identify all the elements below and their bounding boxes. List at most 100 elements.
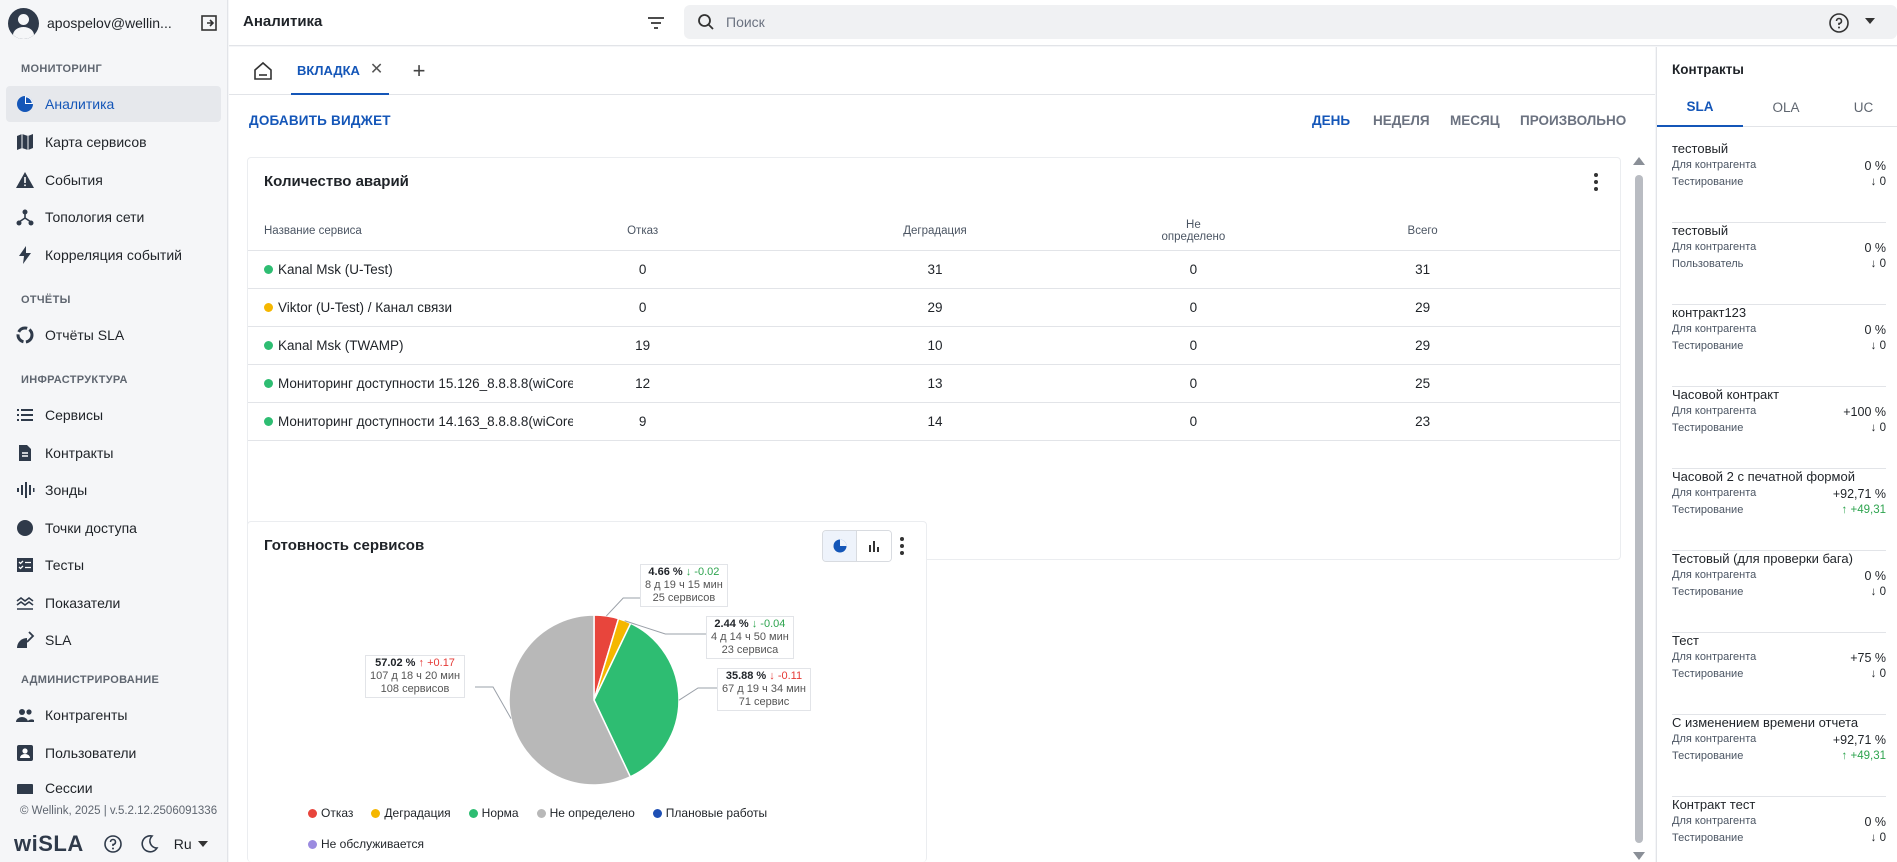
contract-item[interactable]: Часовой 2 с печатной формой Для контраген… [1672, 469, 1886, 551]
home-icon[interactable] [251, 59, 275, 83]
service-name-cell[interactable]: Мониторинг доступности 14.163_8.8.8.8(wi… [248, 401, 577, 441]
metrics-icon [14, 592, 36, 614]
user-name[interactable]: apospelov@wellin... [47, 15, 172, 31]
avatar[interactable] [8, 7, 39, 39]
pie-slice-3[interactable] [508, 614, 632, 786]
search-box[interactable] [684, 5, 1897, 39]
service-name-cell[interactable]: Viktor (U-Test) / Канал связи [248, 287, 577, 326]
sidebar-item-correlation[interactable]: Корреляция событий [6, 237, 221, 273]
scroll-up-icon[interactable] [1633, 157, 1645, 165]
period-custom[interactable]: ПРОИЗВОЛЬНО [1520, 113, 1627, 128]
contract-item[interactable]: тестовый Для контрагента 0 % Пользователь ↓ … [1672, 223, 1886, 305]
period-day[interactable]: ДЕНЬ [1312, 113, 1351, 128]
dark-mode-icon[interactable] [138, 833, 160, 855]
add-tab-icon[interactable]: + [412, 58, 426, 83]
scroll-down-icon[interactable] [1633, 852, 1645, 860]
sidebar-item-probes[interactable]: Зонды [6, 472, 221, 508]
legend-item[interactable]: Не обслуживается [308, 837, 424, 851]
contract-item[interactable]: С изменением времени отчета Для контраген… [1672, 715, 1886, 797]
service-name[interactable]: Мониторинг доступности 15.126_8.8.8.8(wi… [278, 375, 573, 391]
language-select[interactable]: Ru [174, 836, 208, 852]
table-row[interactable]: Kanal Msk (TWAMP) 19 10 0 29 [248, 325, 1620, 364]
service-name-cell[interactable]: Kanal Msk (U-Test) [248, 249, 577, 288]
col-header[interactable]: Название сервиса [264, 224, 362, 237]
sidebar-item-contracts[interactable]: Контракты [6, 435, 221, 471]
main-area: ВКЛАДКА ✕ + ДОБАВИТЬ ВИДЖЕТ ДЕНЬ НЕДЕЛЯ … [229, 47, 1655, 862]
service-name[interactable]: Мониторинг доступности 14.163_8.8.8.8(wi… [278, 413, 573, 429]
contract-name[interactable]: тестовый [1672, 223, 1729, 238]
sidebar-item-topology[interactable]: Топология сети [6, 199, 221, 235]
table-row[interactable]: Viktor (U-Test) / Канал связи 0 29 0 29 [248, 287, 1620, 326]
add-widget-button[interactable]: ДОБАВИТЬ ВИДЖЕТ [249, 113, 391, 128]
help-icon[interactable] [102, 833, 124, 855]
service-name-cell[interactable]: Kanal Msk (TWAMP) [248, 325, 577, 364]
contract-name[interactable]: Тестовый (для проверки бага) [1672, 551, 1853, 566]
tab-ola[interactable]: OLA [1772, 99, 1800, 115]
sidebar-item-sla[interactable]: SLA [6, 622, 221, 658]
legend-item[interactable]: Отказ [308, 806, 353, 820]
tab-vkladka[interactable]: ВКЛАДКА ✕ [291, 47, 390, 95]
contract-item[interactable]: Тест Для контрагента +75 % Тестирование ↓ 0 [1672, 633, 1886, 715]
sidebar-item-label: Топология сети [45, 209, 145, 225]
contract-item[interactable]: контракт123 Для контрагента 0 % Тестировани… [1672, 305, 1886, 387]
sidebar-item-tests[interactable]: Тесты [6, 547, 221, 583]
period-month[interactable]: МЕСЯЦ [1450, 113, 1500, 128]
sidebar-item-sla-reports[interactable]: Отчёты SLA [6, 317, 221, 353]
contract-item[interactable]: Контракт тест Для контрагента 0 % Тестирова… [1672, 797, 1886, 862]
sidebar-item-access-points[interactable]: Точки доступа [6, 510, 221, 546]
col-header[interactable]: Деградация [903, 224, 967, 237]
contract-item[interactable]: Часовой контракт Для контрагента +100 % Тес… [1672, 387, 1886, 469]
close-icon[interactable]: ✕ [369, 61, 384, 78]
scrollbar[interactable] [1633, 155, 1645, 862]
legend-item[interactable]: Плановые работы [652, 806, 767, 820]
section-title-infrastructure: ИНФРАСТРУКТУРА [21, 374, 128, 386]
more-vert-icon[interactable] [892, 534, 912, 558]
sidebar-item-analytics[interactable]: Аналитика [6, 86, 221, 122]
sidebar-item-sessions[interactable]: Сессии [6, 772, 221, 794]
filter-icon[interactable] [644, 12, 668, 34]
sidebar-item-users[interactable]: Пользователи [6, 735, 221, 771]
pie-slice-2[interactable] [593, 622, 680, 778]
legend-item[interactable]: Норма [468, 806, 519, 820]
table-row[interactable]: Мониторинг доступности 14.163_8.8.8.8(wi… [248, 401, 1620, 441]
legend-item[interactable]: Не определено [536, 806, 635, 820]
more-vert-icon[interactable] [1586, 170, 1606, 194]
tab-uc[interactable]: UC [1853, 99, 1874, 115]
table-row[interactable]: Kanal Msk (U-Test) 0 31 0 31 [248, 249, 1620, 288]
tab-sla[interactable]: SLA [1657, 87, 1743, 127]
help-icon[interactable] [1827, 11, 1851, 35]
contract-name[interactable]: тестовый [1672, 141, 1729, 156]
pie-view-button[interactable] [823, 531, 857, 561]
contract-name[interactable]: Контракт тест [1672, 797, 1756, 812]
sidebar-item-services[interactable]: Сервисы [6, 397, 221, 433]
table-row[interactable]: Мониторинг доступности 15.126_8.8.8.8(wi… [248, 363, 1620, 402]
contract-name[interactable]: Часовой 2 с печатной формой [1672, 469, 1855, 484]
user-row[interactable]: apospelov@wellin... [8, 7, 220, 39]
contract-item[interactable]: тестовый Для контрагента 0 % Тестирование ↓ … [1672, 141, 1886, 223]
service-name[interactable]: Kanal Msk (TWAMP) [278, 337, 404, 353]
sidebar-item-service-map[interactable]: Карта сервисов [6, 124, 221, 160]
contract-name[interactable]: контракт123 [1672, 305, 1747, 320]
service-name[interactable]: Viktor (U-Test) / Канал связи [278, 299, 453, 315]
sidebar-item-events[interactable]: События [6, 162, 221, 198]
sidebar-item-counterparties[interactable]: Контрагенты [6, 697, 221, 733]
service-name[interactable]: Kanal Msk (U-Test) [278, 261, 393, 277]
service-name-cell[interactable]: Мониторинг доступности 15.126_8.8.8.8(wi… [248, 363, 577, 402]
contract-name[interactable]: Часовой контракт [1672, 387, 1780, 402]
col-header[interactable]: Не определено [1161, 218, 1226, 243]
chevron-down-icon[interactable] [1865, 18, 1875, 24]
scroll-thumb[interactable] [1635, 175, 1643, 843]
col-header[interactable]: Отказ [627, 224, 659, 237]
contract-name[interactable]: Тест [1672, 633, 1699, 648]
contract-name[interactable]: С изменением времени отчета [1672, 715, 1859, 730]
callout-delta: ↓ -0.04 [751, 618, 786, 630]
period-week[interactable]: НЕДЕЛЯ [1373, 113, 1430, 128]
search-input[interactable] [726, 14, 1626, 30]
contract-value: +92,71 % [1832, 733, 1886, 747]
bar-view-button[interactable] [857, 531, 891, 561]
sidebar-item-metrics[interactable]: Показатели [6, 585, 221, 621]
legend-item[interactable]: Деградация [371, 806, 451, 820]
logout-icon[interactable] [198, 12, 220, 34]
col-header[interactable]: Всего [1407, 224, 1438, 237]
contract-item[interactable]: Тестовый (для проверки бага) Для контраге… [1672, 551, 1886, 633]
